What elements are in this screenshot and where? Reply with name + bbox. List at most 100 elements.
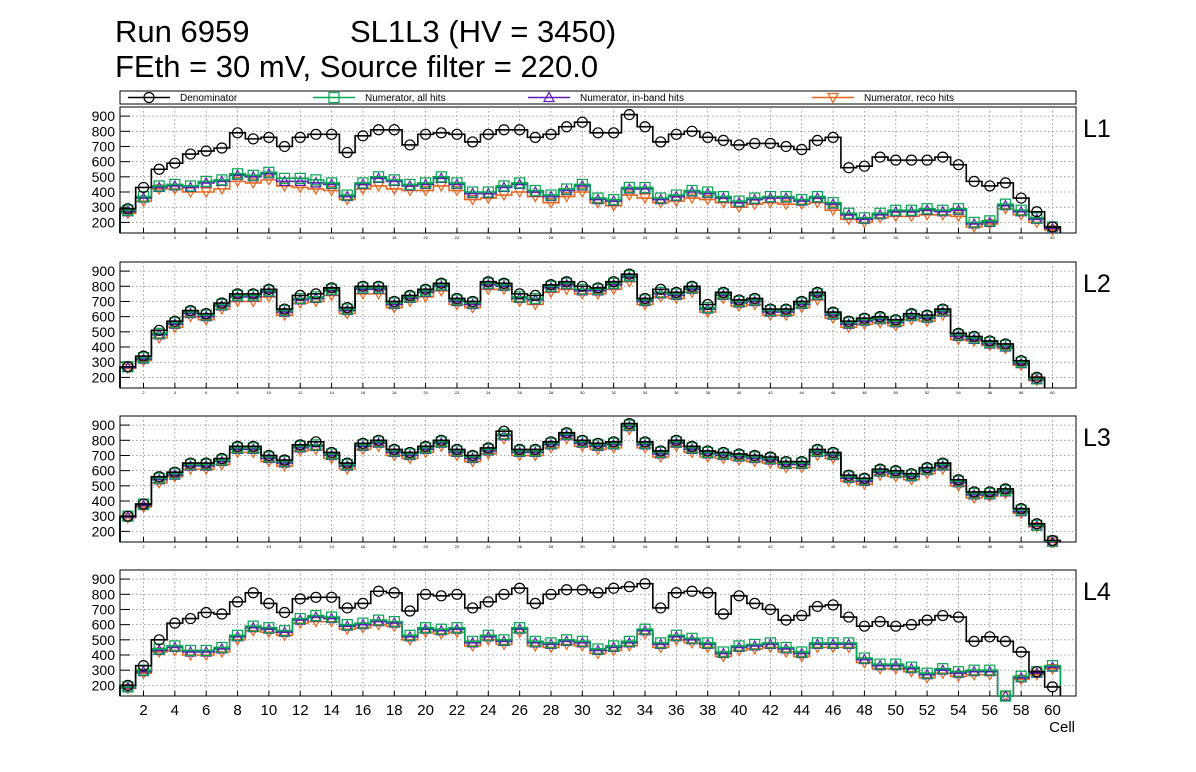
x-tick-label: 16 bbox=[355, 702, 372, 719]
x-tick-label-small: 38 bbox=[705, 235, 710, 240]
data-point bbox=[890, 658, 902, 670]
data-point bbox=[247, 178, 260, 190]
data-point bbox=[1031, 518, 1043, 530]
data-point bbox=[294, 131, 306, 143]
y-tick-label: 600 bbox=[92, 154, 116, 170]
y-tick-label: 400 bbox=[92, 184, 116, 200]
series-denominator bbox=[119, 108, 1062, 233]
data-point bbox=[231, 596, 244, 608]
panel-frame bbox=[119, 261, 1077, 389]
data-point bbox=[905, 308, 918, 320]
x-tick-label-small: 44 bbox=[800, 235, 805, 240]
data-point bbox=[968, 216, 980, 228]
data-point bbox=[717, 134, 729, 146]
data-point bbox=[561, 183, 573, 195]
data-point bbox=[498, 180, 510, 192]
x-tick-label-small: 12 bbox=[298, 235, 303, 240]
x-tick-label-small: 44 bbox=[800, 390, 805, 395]
data-point bbox=[341, 301, 353, 314]
data-point bbox=[310, 174, 322, 186]
data-point bbox=[420, 440, 432, 452]
x-tick-label-small: 12 bbox=[298, 390, 303, 395]
x-tick-label: 36 bbox=[668, 702, 685, 719]
data-point bbox=[968, 635, 980, 647]
data-point bbox=[1031, 212, 1043, 224]
data-point bbox=[608, 194, 620, 206]
data-point bbox=[686, 632, 698, 644]
data-point bbox=[388, 174, 400, 186]
data-point bbox=[388, 295, 400, 308]
legend-entry-denominator: Denominator bbox=[128, 91, 238, 104]
x-tick-label-small: 38 bbox=[705, 544, 710, 549]
data-point bbox=[310, 128, 322, 140]
data-point bbox=[592, 127, 604, 139]
data-point bbox=[184, 304, 197, 317]
data-point bbox=[937, 303, 949, 315]
data-point bbox=[952, 327, 965, 339]
data-point bbox=[231, 176, 244, 188]
data-point bbox=[937, 663, 949, 675]
data-point bbox=[764, 137, 776, 150]
data-point bbox=[467, 635, 479, 647]
x-tick-label-small: 40 bbox=[737, 390, 742, 395]
y-tick-label: 500 bbox=[92, 632, 116, 648]
y-tick-label: 900 bbox=[92, 417, 116, 433]
series-numerator-all-hits bbox=[119, 609, 1062, 702]
x-tick-label: 44 bbox=[793, 702, 810, 719]
data-point bbox=[717, 608, 729, 620]
data-point bbox=[420, 283, 432, 295]
data-point bbox=[122, 203, 134, 215]
data-point bbox=[1046, 664, 1059, 675]
y-tick-label: 300 bbox=[92, 662, 116, 678]
data-point bbox=[561, 584, 573, 596]
data-point bbox=[310, 609, 322, 622]
data-point bbox=[655, 283, 667, 295]
data-point bbox=[686, 585, 698, 597]
data-point bbox=[435, 434, 447, 446]
data-point bbox=[890, 620, 902, 632]
x-tick-label-small: 14 bbox=[329, 544, 334, 549]
data-point bbox=[764, 190, 776, 203]
data-point bbox=[247, 288, 259, 300]
data-point bbox=[592, 192, 604, 204]
data-point bbox=[733, 640, 745, 652]
data-point bbox=[639, 292, 651, 305]
legend-entry-numerator-all-hits: Numerator, all hits bbox=[313, 91, 446, 104]
x-tick-label-small: 16 bbox=[361, 235, 366, 240]
data-point bbox=[545, 189, 557, 201]
data-point bbox=[968, 330, 980, 342]
x-tick-label-small: 20 bbox=[423, 235, 428, 240]
data-point bbox=[623, 181, 635, 194]
x-tick-label-small: 56 bbox=[988, 544, 993, 549]
y-tick-label: 800 bbox=[92, 278, 116, 294]
data-point bbox=[921, 203, 933, 215]
data-point bbox=[749, 597, 761, 609]
y-tick-label: 900 bbox=[92, 108, 116, 124]
x-tick-label: 12 bbox=[292, 702, 309, 719]
data-point bbox=[796, 295, 808, 308]
x-tick-label-small: 24 bbox=[486, 544, 491, 549]
data-point bbox=[843, 611, 855, 623]
legend-label: Numerator, reco hits bbox=[864, 93, 954, 104]
data-point bbox=[216, 608, 228, 620]
data-point bbox=[122, 679, 134, 691]
data-point bbox=[121, 513, 134, 524]
data-point bbox=[247, 587, 259, 599]
data-point bbox=[592, 437, 604, 449]
x-tick-label: 40 bbox=[731, 702, 748, 719]
data-point bbox=[670, 587, 682, 599]
data-point bbox=[498, 124, 510, 136]
x-tick-label-small: 26 bbox=[517, 235, 522, 240]
data-point bbox=[733, 294, 745, 306]
x-tick-label-small: 40 bbox=[737, 544, 742, 549]
data-point bbox=[216, 142, 228, 154]
data-point bbox=[796, 646, 808, 658]
series-numerator-all-hits bbox=[119, 166, 1062, 233]
y-tick-label: 400 bbox=[92, 493, 116, 509]
x-tick-label: 56 bbox=[981, 702, 998, 719]
x-tick-label-small: 40 bbox=[737, 235, 742, 240]
data-point bbox=[137, 660, 150, 672]
data-point bbox=[294, 439, 306, 451]
data-point bbox=[890, 154, 902, 166]
